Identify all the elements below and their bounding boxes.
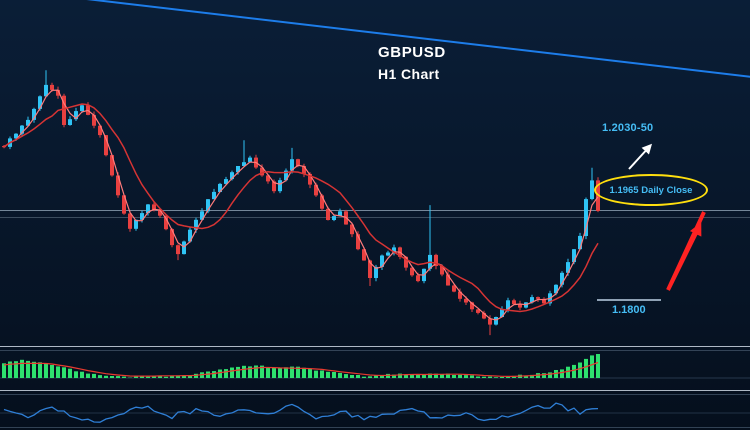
support-level-label: 1.1800 [612,304,646,316]
daily-close-ellipse: 1.1965 Daily Close [594,174,708,206]
oscillator-panel [0,402,750,423]
moving-average-lines [3,89,599,321]
red-v-arrow [666,211,706,291]
daily-close-label: 1.1965 Daily Close [609,184,693,196]
descending-trendline [86,0,750,78]
timeframe-label: H1 Chart [378,66,440,82]
panel-separator-lines [0,346,750,428]
support-level-line [597,299,661,301]
white-up-arrow [628,143,653,170]
symbol-label: GBPUSD [378,44,446,61]
symbol-title-block: GBPUSD H1 Chart [378,44,446,82]
resistance-zone-label: 1.2030-50 [602,122,654,134]
annotation-arrows [628,143,706,291]
macd-histogram-panel [0,354,750,379]
